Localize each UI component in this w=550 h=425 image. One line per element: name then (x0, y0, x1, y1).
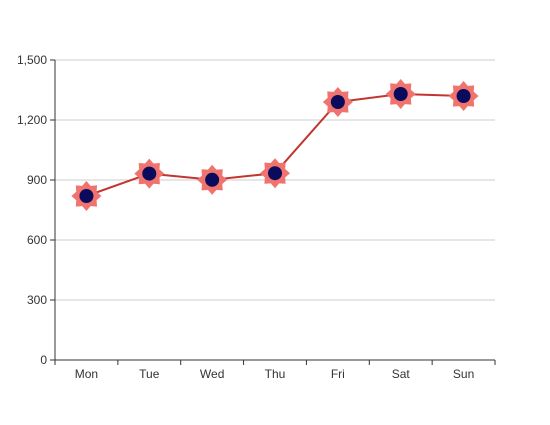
data-point (322, 87, 353, 117)
y-tick-label: 1,500 (17, 53, 47, 67)
y-tick-label: 0 (40, 353, 47, 367)
marker-center (268, 166, 282, 181)
x-tick-label: Sat (392, 367, 411, 381)
markers-layer (71, 79, 479, 211)
y-tick-label: 300 (27, 293, 47, 307)
y-tick-label: 1,200 (17, 113, 47, 127)
data-point (134, 158, 165, 189)
x-tick-label: Thu (265, 367, 286, 381)
x-tick-label: Mon (75, 367, 98, 381)
marker-center (79, 189, 94, 203)
data-point (197, 164, 228, 195)
data-point (71, 181, 102, 211)
x-tick-label: Tue (139, 367, 160, 381)
x-tick-label: Fri (331, 367, 345, 381)
y-tick-label: 600 (27, 233, 47, 247)
data-point (260, 158, 290, 189)
data-point (448, 81, 479, 111)
y-tick-label: 900 (27, 173, 47, 187)
x-tick-label: Wed (200, 367, 224, 381)
axes: 0 300 600 900 1,200 1,500 Mon Tue Wed Thu Fri Sat Su… (17, 53, 496, 381)
marker-center (393, 87, 408, 101)
marker-center (330, 95, 345, 109)
x-tick-label: Sun (453, 367, 474, 381)
marker-center (205, 172, 220, 187)
marker-center (456, 89, 471, 103)
marker-center (142, 166, 157, 181)
data-point (385, 79, 416, 109)
